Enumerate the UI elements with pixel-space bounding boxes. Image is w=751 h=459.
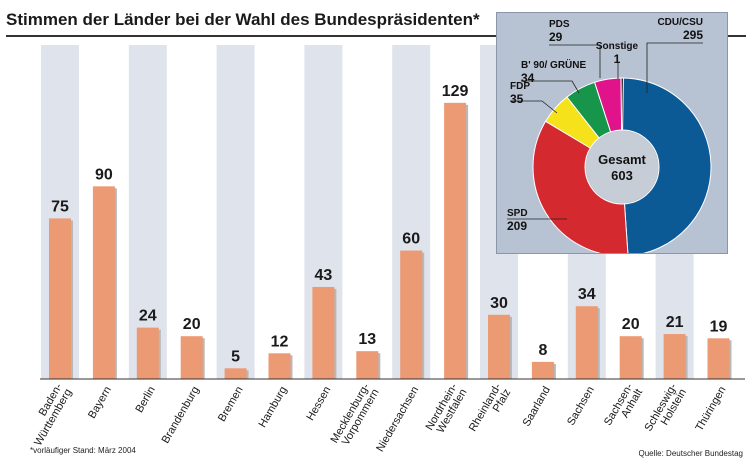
center-label: Gesamt	[598, 152, 646, 167]
tick-label: Berlin	[133, 385, 157, 415]
tick-label: Bayern	[86, 385, 114, 421]
leader-line	[549, 44, 601, 78]
donut-panel: Gesamt 603 CDU/CSU 295 SPD 209 FDP 35 B' 90/ GRÜ…	[496, 12, 728, 257]
bar	[444, 102, 467, 379]
tick-label-line: Bayern	[86, 385, 114, 421]
data-label: 129	[442, 83, 469, 100]
slice-value: 295	[683, 28, 703, 42]
slice-value: 34	[521, 71, 535, 85]
tick-label: Mecklenburg-Vorpommern	[328, 381, 381, 447]
donut-center	[586, 131, 658, 203]
slice-label: SPD	[507, 208, 528, 219]
data-label: 13	[358, 331, 376, 348]
slice-value: 1	[614, 52, 621, 66]
bar	[663, 334, 686, 379]
data-label: 21	[666, 314, 684, 331]
bar	[531, 361, 554, 379]
bar	[180, 336, 203, 379]
tick-label: Nordrhein-Westfalen	[424, 381, 470, 435]
pie-slice	[532, 120, 629, 257]
slice-label: FDP	[510, 81, 530, 92]
tick-label-line: Brandenburg	[160, 385, 202, 446]
data-label: 8	[538, 342, 547, 359]
data-label: 12	[271, 333, 289, 350]
tick-label: Baden-Württemberg	[32, 381, 74, 448]
bar	[707, 338, 730, 379]
data-label: 24	[139, 308, 157, 325]
data-label: 19	[710, 318, 728, 335]
tick-label: Bremen	[216, 385, 246, 424]
slice-value: 29	[549, 30, 563, 44]
leader-line	[510, 100, 558, 114]
tick-label-line: Hamburg	[257, 385, 290, 430]
slice-value: 209	[507, 219, 527, 233]
footnote: *vorläufiger Stand: März 2004	[30, 446, 136, 455]
data-label: 60	[402, 231, 420, 248]
bar	[575, 306, 598, 379]
tick-label-line: Thüringen	[693, 385, 728, 434]
tick-label-line: Sachsen	[565, 385, 597, 428]
bar	[92, 186, 115, 379]
center-value: 603	[611, 168, 633, 183]
tick-label-line: Berlin	[133, 385, 157, 415]
slice-label: B' 90/ GRÜNE	[521, 58, 587, 71]
tick-label-line: Saarland	[521, 385, 553, 429]
column-stripe	[128, 45, 167, 379]
tick-label: Saarland	[521, 385, 553, 429]
slice-label: PDS	[549, 19, 570, 30]
title-rule	[6, 35, 746, 37]
tick-label-line: Hessen	[304, 385, 333, 423]
chart-title: Stimmen der Länder bei der Wahl des Bund…	[6, 10, 480, 29]
tick-label: Sachsen	[565, 385, 597, 428]
data-label: 75	[51, 198, 69, 215]
bar	[49, 218, 71, 379]
slice-value: 35	[510, 92, 524, 106]
tick-label: Hessen	[304, 385, 333, 423]
tick-label: Niedersachsen	[374, 385, 421, 455]
data-label: 30	[490, 295, 508, 312]
leader-line	[646, 42, 703, 93]
bar	[268, 353, 291, 379]
bar	[224, 368, 247, 379]
bar	[488, 314, 510, 379]
data-label: 90	[95, 166, 113, 183]
bar	[136, 327, 159, 379]
bar	[312, 286, 335, 379]
tick-label: Schleswig-Holstein	[642, 381, 689, 433]
source-note: Quelle: Deutscher Bundestag	[638, 449, 743, 458]
data-label: 34	[578, 286, 596, 303]
tick-label: Sachsen-Anhalt	[602, 381, 645, 428]
data-label: 20	[622, 316, 640, 333]
pie-slice	[621, 77, 712, 257]
data-label: 20	[183, 316, 201, 333]
tick-label: Hamburg	[257, 385, 290, 430]
tick-label-line: Bremen	[216, 385, 246, 424]
slice-label: Sonstige	[596, 41, 639, 52]
tick-label-line: Niedersachsen	[374, 385, 421, 455]
bar	[619, 336, 642, 379]
data-label: 5	[231, 348, 240, 365]
bar	[400, 250, 423, 379]
tick-label: Rheinland-Pfalz	[467, 381, 514, 433]
slice-label: CDU/CSU	[657, 17, 703, 28]
data-label: 43	[315, 267, 333, 284]
column-stripe	[216, 45, 255, 379]
pie-slice	[620, 77, 624, 131]
tick-label: Thüringen	[693, 385, 728, 434]
leader-line	[521, 80, 580, 94]
bar	[356, 351, 379, 379]
tick-label: Brandenburg	[160, 385, 202, 446]
